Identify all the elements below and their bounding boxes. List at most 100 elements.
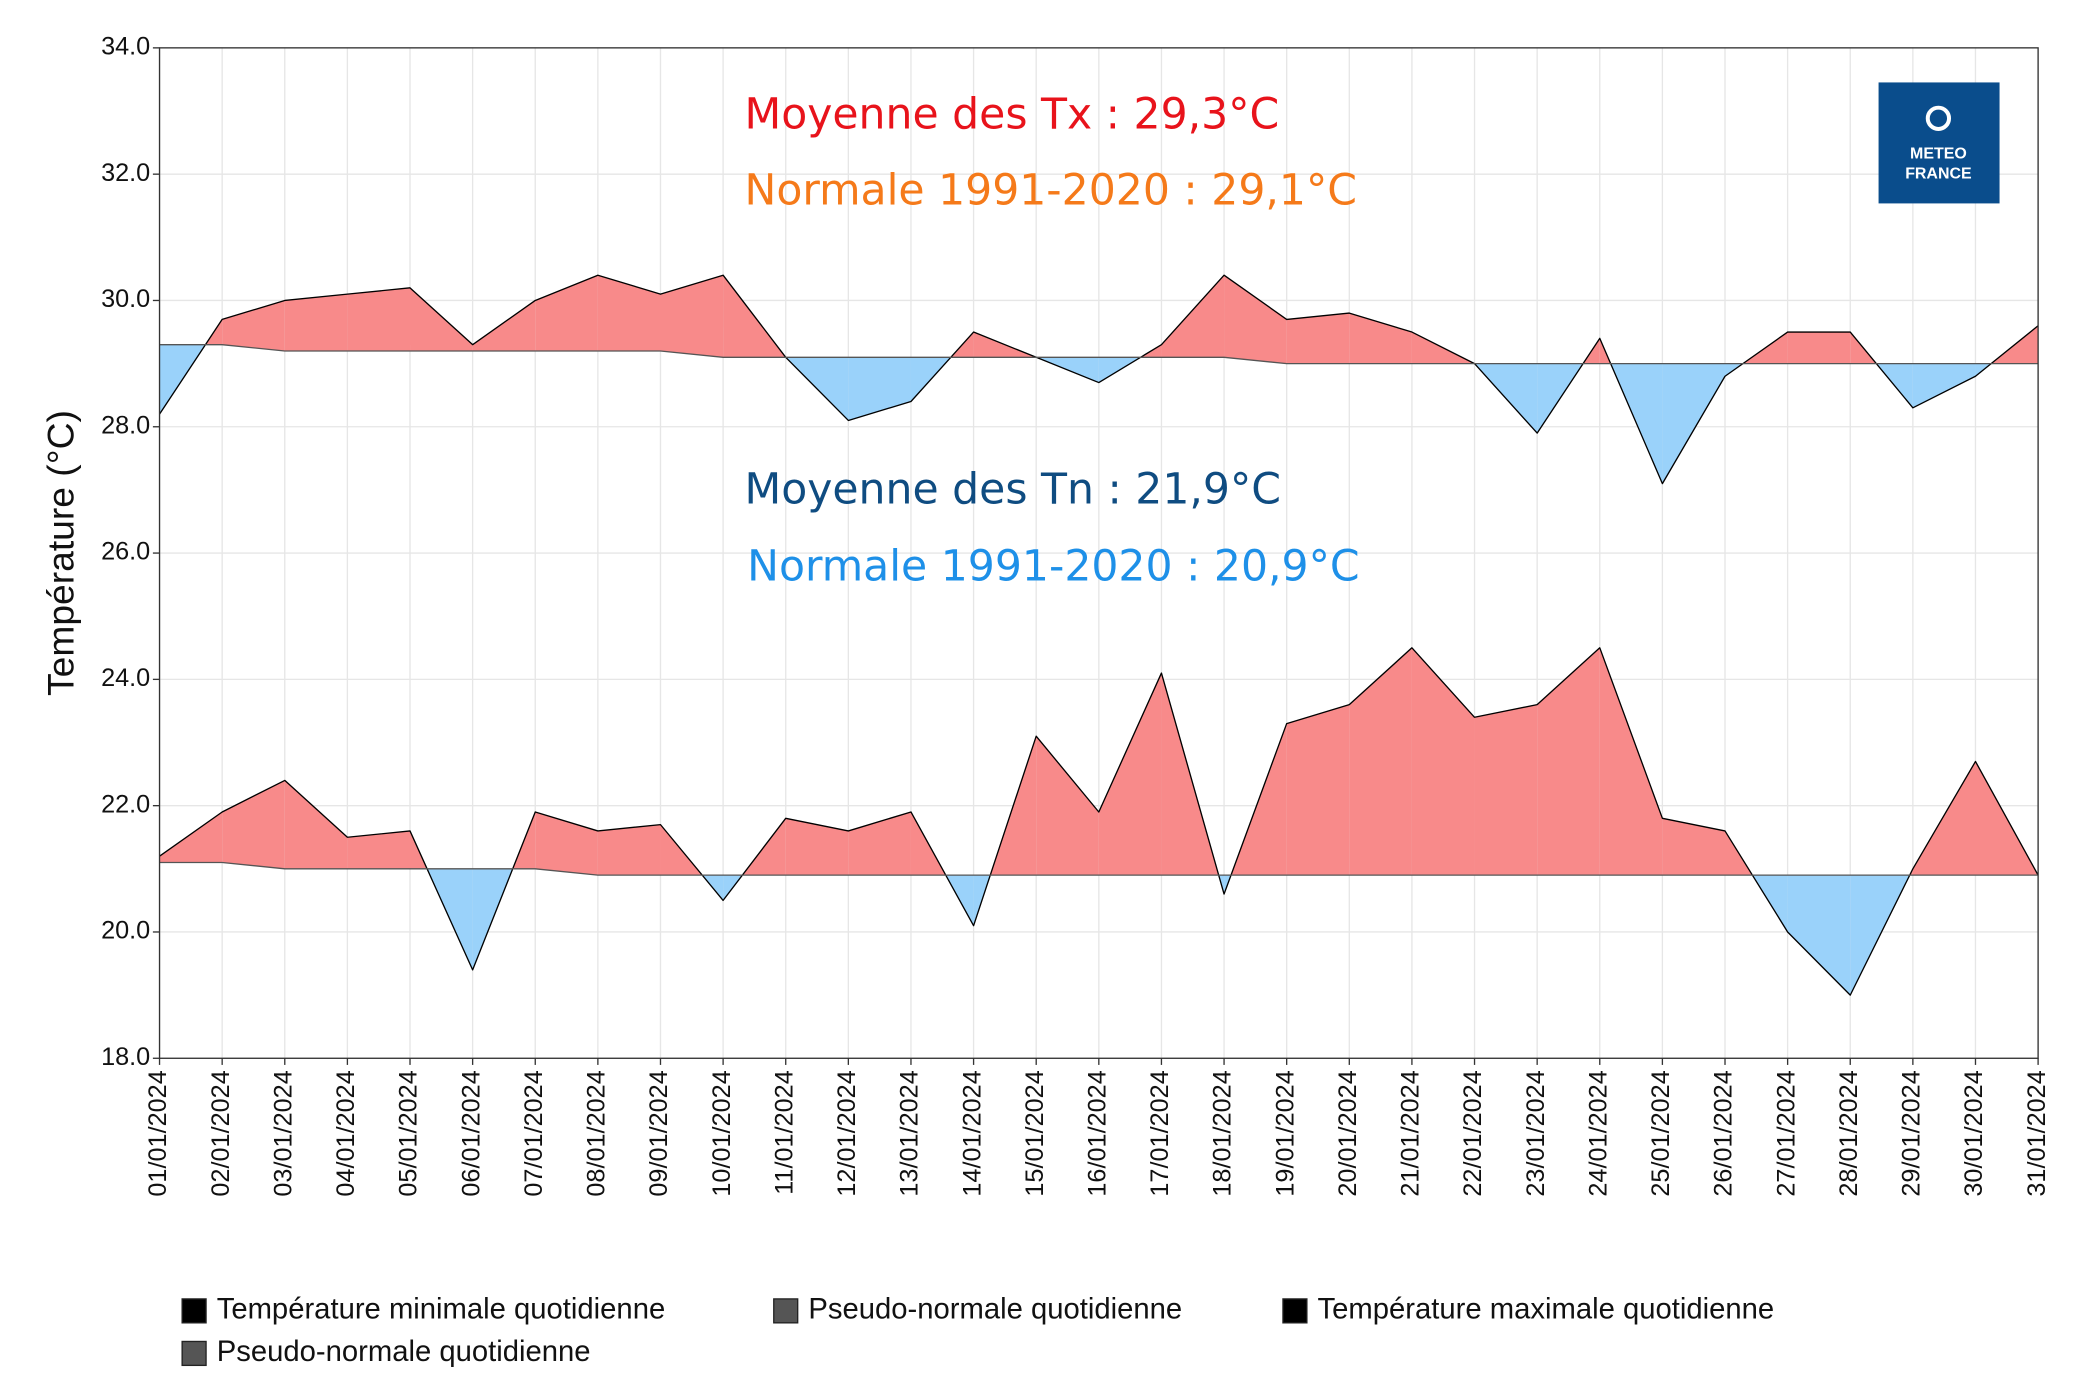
y-tick-label: 30.0 [101, 285, 150, 313]
anomaly-area [159, 811, 223, 863]
x-tick-label: 03/01/2024 [269, 1070, 297, 1196]
x-tick-label: 16/01/2024 [1083, 1070, 1111, 1196]
anomaly-area [1286, 704, 1350, 876]
anomaly-area [1349, 313, 1412, 364]
anomaly-area [284, 780, 348, 869]
x-tick-label: 11/01/2024 [770, 1070, 798, 1195]
series-line [159, 647, 2039, 996]
x-tick-label: 30/01/2024 [1960, 1070, 1988, 1196]
series-line [159, 344, 2039, 365]
x-tick-label: 09/01/2024 [645, 1070, 673, 1196]
anomaly-area [1286, 313, 1350, 364]
x-tick-label: 06/01/2024 [457, 1070, 485, 1196]
anomaly-area [1662, 363, 1726, 484]
anomaly-area [1662, 818, 1726, 876]
x-tick-label: 26/01/2024 [1710, 1070, 1738, 1196]
anomaly-area [284, 294, 348, 351]
x-tick-label: 12/01/2024 [833, 1070, 861, 1196]
y-tick-label: 26.0 [101, 538, 150, 566]
lines [158, 274, 2039, 996]
anomaly-area [785, 818, 849, 876]
anomaly-area [1098, 673, 1162, 876]
anomaly-area [597, 275, 661, 351]
anomaly-area [347, 830, 411, 869]
anomaly-area [222, 780, 285, 869]
anomaly-area [535, 811, 598, 876]
x-tick-label: 10/01/2024 [708, 1070, 736, 1196]
x-tick-label: 22/01/2024 [1459, 1070, 1487, 1196]
annotation: Normale 1991-2020 : 29,1°C [745, 166, 1357, 215]
anomaly-area [1912, 761, 1976, 876]
anomaly-area [1161, 275, 1225, 358]
x-tick-label: 05/01/2024 [395, 1070, 423, 1196]
y-tick-label: 24.0 [101, 664, 150, 692]
anomaly-area [1036, 736, 1099, 876]
anomaly-area [1349, 647, 1412, 876]
legend-label: Température minimale quotidienne [217, 1294, 666, 1326]
logo: METEO FRANCE [1878, 82, 2000, 204]
y-tick-label: 22.0 [101, 790, 150, 818]
x-tick-label: 27/01/2024 [1772, 1070, 1800, 1196]
x-tick-label: 25/01/2024 [1647, 1070, 1675, 1196]
x-tick-label: 31/01/2024 [2023, 1070, 2051, 1196]
anomaly-area [1474, 704, 1538, 876]
anomaly-area [1912, 363, 1976, 408]
x-tick-label: 20/01/2024 [1334, 1070, 1362, 1196]
y-tick-label: 32.0 [101, 159, 150, 187]
legend-swatch [181, 1340, 207, 1367]
anomaly-area [1411, 647, 1475, 876]
anomaly-area [347, 287, 411, 351]
x-tick-label: 21/01/2024 [1397, 1070, 1425, 1196]
x-tick-label: 02/01/2024 [207, 1070, 235, 1196]
anomaly-area [1787, 875, 1851, 996]
legend: Température minimale quotidienne Pseudo-n… [181, 1294, 1775, 1368]
legend-label: Température maximale quotidienne [1318, 1294, 1775, 1326]
x-tick-label: 19/01/2024 [1271, 1070, 1299, 1196]
annotation: Moyenne des Tx : 29,3°C [745, 90, 1280, 139]
annotation: Moyenne des Tn : 21,9°C [745, 465, 1281, 514]
anomaly-area [597, 824, 661, 876]
x-tick-label: 23/01/2024 [1522, 1070, 1550, 1196]
anomaly-area [535, 275, 598, 351]
x-tick-label: 18/01/2024 [1209, 1070, 1237, 1196]
anomaly-area [1224, 275, 1287, 364]
x-tick-label: 07/01/2024 [520, 1070, 548, 1196]
x-tick-label: 24/01/2024 [1584, 1070, 1612, 1196]
series-line [158, 274, 2039, 485]
x-tick-label: 13/01/2024 [896, 1070, 924, 1196]
series-line [159, 861, 2039, 876]
x-tick-label: 29/01/2024 [1898, 1070, 1926, 1196]
logo-box [1878, 82, 2000, 204]
anomaly-area [910, 357, 951, 402]
y-axis-label: Température (°C) [40, 410, 82, 696]
y-tick-label: 18.0 [101, 1043, 150, 1071]
anomaly-area [472, 300, 536, 351]
legend-label: Pseudo-normale quotidienne [808, 1294, 1182, 1326]
anomaly-area [848, 811, 911, 876]
axes: 18.0 20.0 22.0 24.0 26.0 28.0 30.0 32.0 34.0 01/0… [101, 33, 2051, 1197]
anomaly-area [848, 357, 911, 421]
x-tick-label: 14/01/2024 [958, 1070, 986, 1196]
x-tick-label: 17/01/2024 [1146, 1070, 1174, 1196]
legend-label: Pseudo-normale quotidienne [217, 1336, 591, 1368]
anomaly-area [1787, 332, 1851, 364]
logo-text: METEO [1910, 145, 1967, 162]
y-tick-label: 34.0 [101, 33, 150, 61]
legend-swatch [1282, 1298, 1308, 1324]
x-tick-label: 08/01/2024 [583, 1070, 611, 1196]
anomaly-area [410, 287, 473, 351]
legend-swatch [181, 1298, 207, 1324]
x-tick-label: 15/01/2024 [1021, 1070, 1049, 1196]
anomaly-area [512, 811, 536, 869]
anomaly-area [660, 275, 724, 358]
x-tick-label: 28/01/2024 [1835, 1070, 1863, 1196]
anomaly-area [1599, 647, 1663, 876]
x-tick-label: 04/01/2024 [332, 1070, 360, 1196]
anomaly-area [1537, 647, 1600, 876]
annotation: Normale 1991-2020 : 20,9°C [747, 543, 1359, 592]
y-tick-label: 20.0 [101, 917, 150, 945]
x-tick-label: 01/01/2024 [144, 1070, 172, 1196]
